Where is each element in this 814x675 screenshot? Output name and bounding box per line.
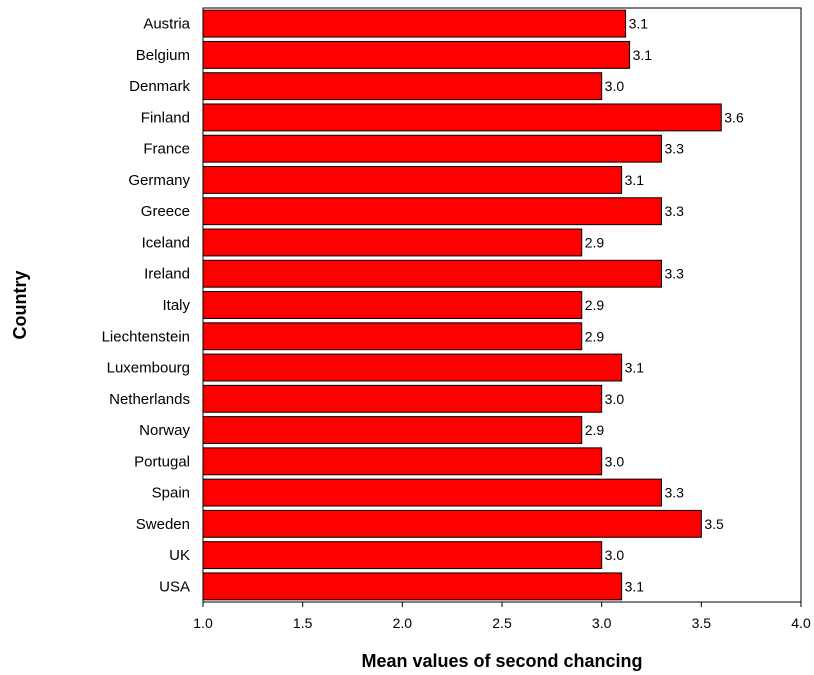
bar-germany (202, 166, 623, 194)
category-label-denmark: Denmark (129, 78, 190, 95)
bar-spain (202, 478, 662, 507)
bar-finland (202, 103, 722, 132)
bar-luxembourg (202, 353, 623, 382)
x-tick-label: 3.5 (692, 615, 712, 631)
category-label-portugal: Portugal (134, 453, 190, 470)
category-label-austria: Austria (143, 16, 190, 33)
value-label-sweden: 3.5 (704, 516, 724, 532)
value-labels: 3.13.13.03.63.33.13.32.93.32.92.93.13.02… (585, 16, 744, 595)
value-label-usa: 3.1 (625, 578, 645, 594)
value-label-france: 3.3 (664, 141, 684, 157)
category-label-italy: Italy (162, 297, 190, 314)
value-label-belgium: 3.1 (633, 47, 653, 63)
x-axis-title: Mean values of second chancing (361, 651, 642, 671)
category-label-spain: Spain (152, 485, 190, 502)
x-tick-label: 2.0 (393, 615, 413, 631)
bar-ireland (202, 259, 662, 288)
category-label-greece: Greece (141, 203, 190, 220)
value-label-finland: 3.6 (724, 109, 744, 125)
category-label-france: France (143, 141, 190, 158)
value-label-uk: 3.0 (605, 547, 625, 563)
bar-austria (202, 9, 627, 38)
category-label-germany: Germany (128, 172, 190, 189)
value-label-italy: 2.9 (585, 297, 605, 313)
bars-group (202, 9, 722, 601)
value-label-norway: 2.9 (585, 422, 605, 438)
x-tick-label: 2.5 (492, 615, 512, 631)
value-label-ireland: 3.3 (664, 266, 684, 282)
value-label-germany: 3.1 (625, 172, 645, 188)
x-tick-label: 1.0 (193, 615, 213, 631)
bar-denmark (202, 72, 603, 101)
bar-netherlands (202, 384, 603, 413)
bar-portugal (202, 447, 603, 476)
category-label-luxembourg: Luxembourg (107, 360, 190, 377)
value-label-luxembourg: 3.1 (625, 360, 645, 376)
value-label-spain: 3.3 (664, 485, 684, 501)
value-label-denmark: 3.0 (605, 78, 625, 94)
category-label-belgium: Belgium (136, 47, 190, 64)
bar-norway (202, 416, 583, 444)
bar-greece (202, 197, 662, 226)
value-label-greece: 3.3 (664, 203, 684, 219)
category-label-liechtenstein: Liechtenstein (102, 328, 190, 345)
bar-liechtenstein (202, 322, 583, 351)
x-tick-label: 3.0 (592, 615, 612, 631)
bar-iceland (202, 228, 583, 257)
x-axis-ticks: 1.0 1.5 2.0 2.5 3.0 3.5 4.0 (193, 602, 811, 631)
value-label-portugal: 3.0 (605, 453, 625, 469)
category-labels: Austria Belgium Denmark Finland France German… (102, 16, 191, 596)
y-axis-title: Country (10, 271, 30, 340)
category-label-ireland: Ireland (144, 266, 190, 283)
category-label-norway: Norway (139, 422, 190, 439)
bar-uk (202, 541, 603, 570)
x-tick-label: 4.0 (791, 615, 811, 631)
bar-italy (202, 291, 583, 319)
bar-sweden (202, 509, 702, 538)
category-label-netherlands: Netherlands (109, 391, 190, 408)
value-label-liechtenstein: 2.9 (585, 328, 605, 344)
value-label-austria: 3.1 (629, 16, 649, 32)
bar-usa (202, 572, 623, 601)
x-tick-label: 1.5 (293, 615, 313, 631)
category-label-iceland: Iceland (142, 234, 190, 251)
category-label-usa: USA (159, 578, 190, 595)
value-label-iceland: 2.9 (585, 234, 605, 250)
bar-france (202, 134, 662, 163)
category-label-finland: Finland (141, 109, 190, 126)
category-label-sweden: Sweden (136, 516, 190, 533)
bar-belgium (202, 40, 631, 69)
category-label-uk: UK (169, 547, 190, 564)
value-label-netherlands: 3.0 (605, 391, 625, 407)
